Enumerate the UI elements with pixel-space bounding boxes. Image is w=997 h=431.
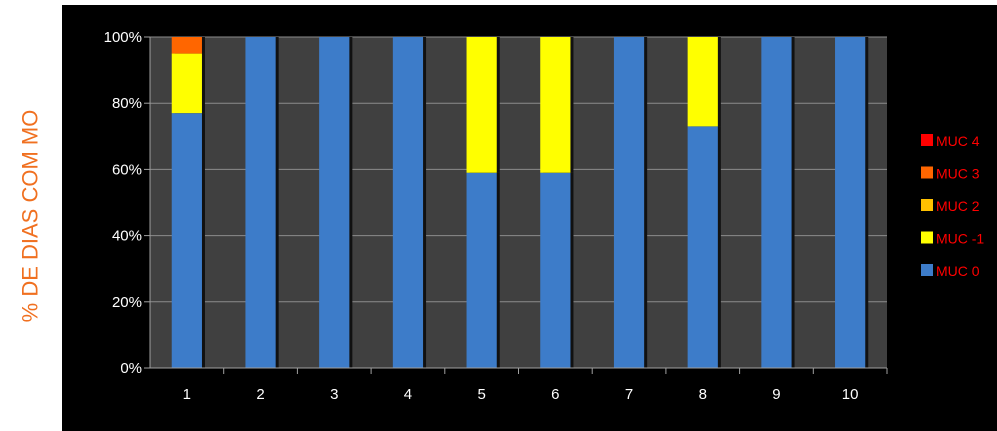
legend-swatch <box>921 231 933 244</box>
legend-swatch <box>921 134 933 146</box>
x-tick-label: 7 <box>625 386 633 403</box>
bar-segment-muc-0 <box>613 37 645 368</box>
bar-segment-muc--1 <box>466 37 497 173</box>
legend-entry: MUC 0 <box>921 263 980 279</box>
bar-segment-muc-3 <box>171 37 202 54</box>
bar-segment-muc-0 <box>761 37 792 368</box>
legend-entry: MUC 2 <box>921 198 980 214</box>
legend-label: MUC 4 <box>936 133 980 149</box>
x-tick-label: 1 <box>183 386 191 403</box>
bar-segment-muc--1 <box>540 37 571 173</box>
bar-segment-muc-0 <box>835 37 866 368</box>
legend-entry: MUC 4 <box>921 133 980 149</box>
bar-segment-muc-0 <box>687 126 718 369</box>
bar-segment-muc--1 <box>171 53 202 114</box>
y-tick-label: 0% <box>120 360 142 377</box>
bar-segment-muc-0 <box>245 37 276 368</box>
legend-label: MUC 3 <box>936 166 980 182</box>
y-tick-label: 80% <box>112 95 142 112</box>
y-tick-label: 100% <box>104 29 142 46</box>
y-tick-labels: 0% 20% 40% 60% 80% 100% <box>104 29 142 377</box>
x-tick-label: 9 <box>772 386 780 403</box>
bars <box>171 37 869 369</box>
x-tick-label: 2 <box>256 386 264 403</box>
bar-segment-muc-0 <box>319 37 350 368</box>
bar-segment-muc-0 <box>466 172 497 368</box>
x-tick-label: 10 <box>842 386 859 403</box>
legend-label: MUC 0 <box>936 263 980 279</box>
bar-segment-muc--1 <box>687 37 718 127</box>
legend: MUC 4 MUC 3 MUC 2 MUC -1 MUC 0 <box>921 133 984 279</box>
legend-swatch <box>921 199 933 211</box>
x-tick-label: 8 <box>699 386 707 403</box>
legend-swatch <box>921 264 933 276</box>
y-tick-label: 20% <box>112 294 142 311</box>
x-tick-label: 3 <box>330 386 338 403</box>
y-tick-label: 60% <box>112 161 142 178</box>
x-tick-label: 6 <box>551 386 559 403</box>
legend-label: MUC -1 <box>936 231 984 247</box>
x-tick-label: 5 <box>477 386 485 403</box>
axes <box>144 36 888 374</box>
bar-segment-muc-0 <box>540 172 571 368</box>
legend-entry: MUC 3 <box>921 166 980 182</box>
x-tick-label: 4 <box>404 386 412 403</box>
y-tick-label: 40% <box>112 228 142 245</box>
bar-segment-muc-0 <box>392 37 424 368</box>
legend-entry: MUC -1 <box>921 231 984 247</box>
legend-label: MUC 2 <box>936 198 980 214</box>
bar-segment-muc-0 <box>171 113 202 368</box>
x-tick-labels: 1 2 3 4 5 6 7 8 9 10 <box>183 386 859 403</box>
legend-swatch <box>921 166 933 179</box>
